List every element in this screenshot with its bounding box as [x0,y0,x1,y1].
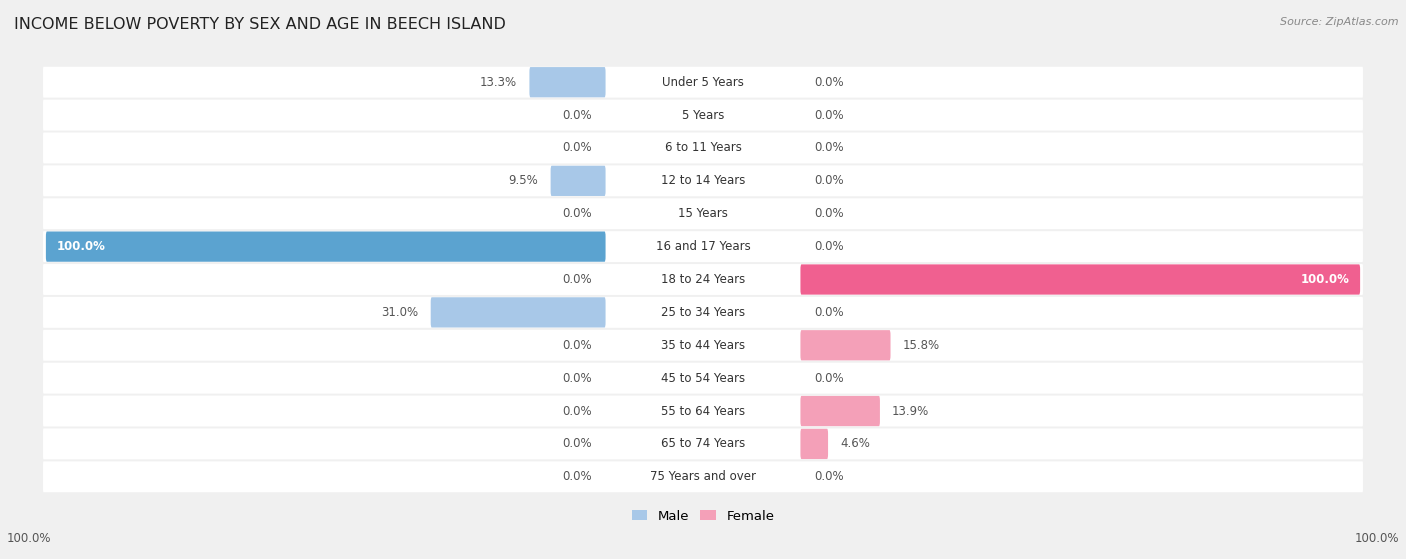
Text: 0.0%: 0.0% [562,405,592,418]
FancyBboxPatch shape [44,461,1362,492]
Text: 0.0%: 0.0% [562,141,592,154]
FancyBboxPatch shape [46,231,606,262]
Text: 65 to 74 Years: 65 to 74 Years [661,437,745,451]
FancyBboxPatch shape [44,67,1362,98]
Text: 0.0%: 0.0% [562,437,592,451]
FancyBboxPatch shape [44,428,1362,459]
Text: 0.0%: 0.0% [562,372,592,385]
Text: 0.0%: 0.0% [814,108,844,122]
Text: 12 to 14 Years: 12 to 14 Years [661,174,745,187]
FancyBboxPatch shape [44,231,1362,262]
Text: 16 and 17 Years: 16 and 17 Years [655,240,751,253]
Text: 0.0%: 0.0% [562,470,592,484]
FancyBboxPatch shape [800,264,1360,295]
Legend: Male, Female: Male, Female [626,504,780,528]
Text: 18 to 24 Years: 18 to 24 Years [661,273,745,286]
Text: 4.6%: 4.6% [841,437,870,451]
FancyBboxPatch shape [551,165,606,196]
Text: 25 to 34 Years: 25 to 34 Years [661,306,745,319]
Text: 0.0%: 0.0% [562,273,592,286]
FancyBboxPatch shape [44,100,1362,131]
FancyBboxPatch shape [44,132,1362,163]
FancyBboxPatch shape [800,429,828,459]
Text: 100.0%: 100.0% [7,532,52,545]
Text: 100.0%: 100.0% [1301,273,1350,286]
Text: 13.3%: 13.3% [481,75,517,89]
Text: 0.0%: 0.0% [814,141,844,154]
Text: 0.0%: 0.0% [814,207,844,220]
Text: 9.5%: 9.5% [509,174,538,187]
Text: 0.0%: 0.0% [814,174,844,187]
Text: 100.0%: 100.0% [56,240,105,253]
Text: 100.0%: 100.0% [1354,532,1399,545]
Text: 0.0%: 0.0% [562,207,592,220]
Text: 0.0%: 0.0% [814,372,844,385]
Text: 0.0%: 0.0% [814,306,844,319]
FancyBboxPatch shape [800,330,890,361]
Text: 75 Years and over: 75 Years and over [650,470,756,484]
Text: 5 Years: 5 Years [682,108,724,122]
Text: 15.8%: 15.8% [903,339,939,352]
Text: 0.0%: 0.0% [814,470,844,484]
FancyBboxPatch shape [44,396,1362,427]
Text: 15 Years: 15 Years [678,207,728,220]
FancyBboxPatch shape [44,264,1362,295]
FancyBboxPatch shape [800,396,880,426]
FancyBboxPatch shape [44,198,1362,229]
Text: 35 to 44 Years: 35 to 44 Years [661,339,745,352]
FancyBboxPatch shape [44,165,1362,196]
Text: 6 to 11 Years: 6 to 11 Years [665,141,741,154]
Text: Source: ZipAtlas.com: Source: ZipAtlas.com [1281,17,1399,27]
Text: 0.0%: 0.0% [814,240,844,253]
FancyBboxPatch shape [44,297,1362,328]
Text: 0.0%: 0.0% [562,339,592,352]
Text: 13.9%: 13.9% [891,405,929,418]
Text: INCOME BELOW POVERTY BY SEX AND AGE IN BEECH ISLAND: INCOME BELOW POVERTY BY SEX AND AGE IN B… [14,17,506,32]
Text: Under 5 Years: Under 5 Years [662,75,744,89]
Text: 0.0%: 0.0% [814,75,844,89]
Text: 45 to 54 Years: 45 to 54 Years [661,372,745,385]
Text: 31.0%: 31.0% [381,306,419,319]
FancyBboxPatch shape [44,363,1362,394]
Text: 55 to 64 Years: 55 to 64 Years [661,405,745,418]
FancyBboxPatch shape [44,330,1362,361]
FancyBboxPatch shape [430,297,606,328]
Text: 0.0%: 0.0% [562,108,592,122]
FancyBboxPatch shape [530,67,606,97]
